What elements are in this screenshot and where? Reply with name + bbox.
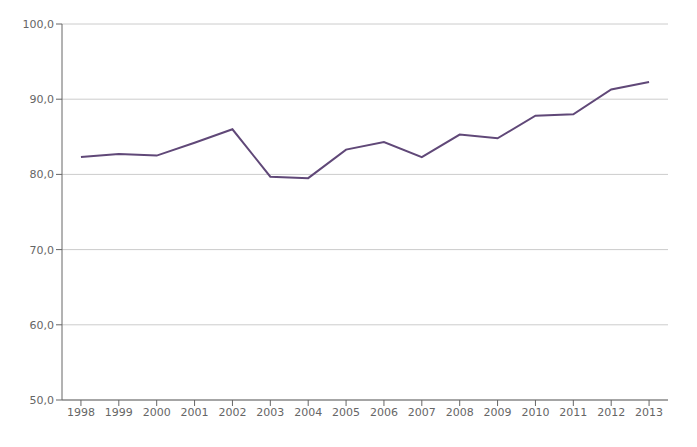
svg-text:2012: 2012 xyxy=(597,406,625,419)
svg-text:2011: 2011 xyxy=(559,406,587,419)
svg-text:2004: 2004 xyxy=(294,406,322,419)
svg-text:2002: 2002 xyxy=(218,406,246,419)
svg-text:2009: 2009 xyxy=(484,406,512,419)
svg-text:60,0: 60,0 xyxy=(30,319,55,332)
svg-text:2008: 2008 xyxy=(446,406,474,419)
svg-text:80,0: 80,0 xyxy=(30,168,55,181)
svg-text:50,0: 50,0 xyxy=(30,394,55,407)
svg-text:2006: 2006 xyxy=(370,406,398,419)
svg-text:2003: 2003 xyxy=(256,406,284,419)
svg-text:2000: 2000 xyxy=(143,406,171,419)
svg-text:70,0: 70,0 xyxy=(30,244,55,257)
svg-text:1999: 1999 xyxy=(105,406,133,419)
svg-text:2013: 2013 xyxy=(635,406,663,419)
svg-text:100,0: 100,0 xyxy=(23,18,55,31)
svg-text:90,0: 90,0 xyxy=(30,93,55,106)
svg-text:2007: 2007 xyxy=(408,406,436,419)
svg-text:2010: 2010 xyxy=(521,406,549,419)
svg-text:1998: 1998 xyxy=(67,406,95,419)
svg-text:2001: 2001 xyxy=(181,406,209,419)
svg-text:2005: 2005 xyxy=(332,406,360,419)
